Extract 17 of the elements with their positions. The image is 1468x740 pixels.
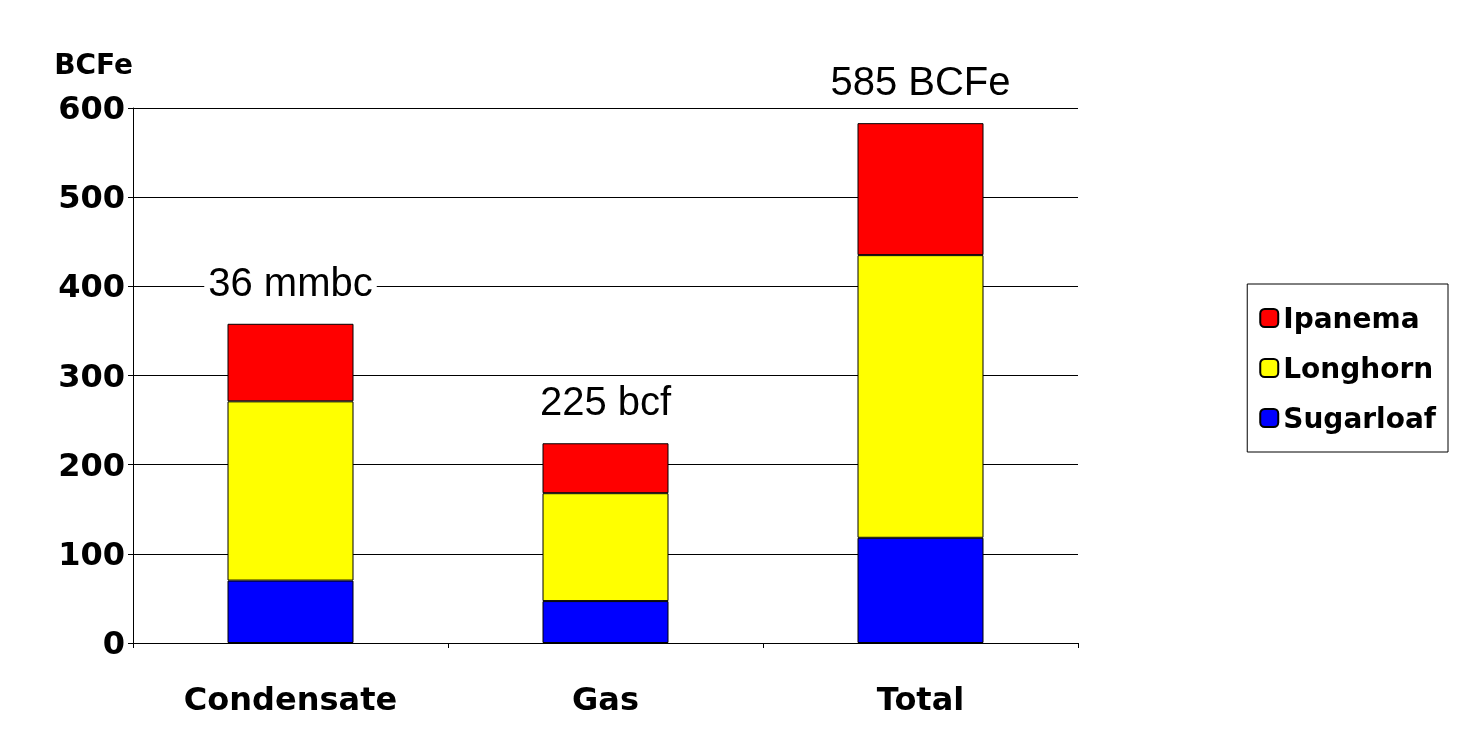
y-tick-label: 300: [58, 356, 125, 395]
y-tick-label: 600: [58, 89, 125, 127]
annotation: 36 mmbc: [208, 259, 373, 304]
legend-label: Sugarloaf: [1283, 401, 1437, 435]
legend-label: Ipanema: [1283, 301, 1420, 335]
annotation: 225 bcf: [539, 379, 672, 424]
annotation: 585 BCFe: [830, 59, 1011, 104]
y-tick-label: 500: [58, 178, 125, 217]
y-axis-title: BCFe: [54, 47, 133, 81]
x-tick-label: Gas: [572, 680, 639, 718]
x-tick-label: Total: [876, 680, 965, 718]
legend-label: Longhorn: [1283, 351, 1434, 385]
x-tick-label: Condensate: [183, 680, 398, 718]
y-tick-label: 0: [102, 624, 125, 662]
y-tick-label: 400: [58, 267, 125, 306]
y-tick-label: 200: [58, 445, 125, 484]
y-tick-label: 100: [58, 534, 125, 573]
